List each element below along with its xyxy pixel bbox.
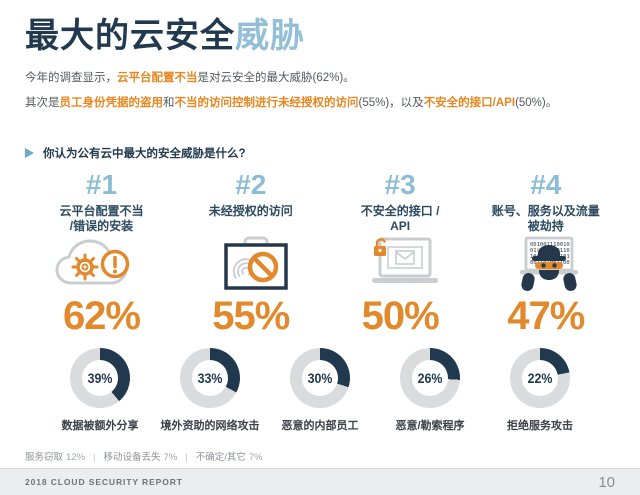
threat-percent: 50% xyxy=(361,294,440,339)
intro-paragraph-1: 今年的调查显示，云平台配置不当是对云安全的最大威胁(62%)。 xyxy=(25,70,615,87)
threat-percent: 62% xyxy=(62,294,141,339)
intro-text: 是对云安全的最大威胁(62%)。 xyxy=(197,71,355,84)
threat-percent: 47% xyxy=(507,294,585,339)
account-hijacking-icon: 001001110010 010110100110 100101100101 0… xyxy=(477,236,615,292)
threat-label-line: /错误的安装 xyxy=(69,219,134,234)
intro-emphasis: 员工身份凭据的盗用 xyxy=(59,97,164,110)
page-title-main: 最大的云安全 xyxy=(25,17,235,55)
footnote-value: 7% xyxy=(248,452,263,464)
donut-hole xyxy=(412,360,448,397)
threat-label-line: 被劫持 xyxy=(527,219,564,234)
threat-rank: #4 xyxy=(530,169,562,201)
footnote-label: 不确定/其它 xyxy=(195,452,246,464)
intro-text: 今年的调查显示， xyxy=(25,71,117,84)
donut-percent: 30% xyxy=(307,370,333,386)
donut-chart-5: 22% 拒绝服务攻击 xyxy=(485,348,595,433)
footnote-value: 12% xyxy=(66,452,86,464)
donut-ring: 30% xyxy=(290,348,350,409)
donut-percent: 33% xyxy=(197,370,223,386)
donut-ring: 22% xyxy=(510,348,570,409)
threat-column-1: #1 云平台配置不当/错误的安装 xyxy=(25,169,178,339)
threat-label: 未经授权的访问 xyxy=(178,204,324,234)
survey-question-text: 你认为公有云中最大的安全威胁是什么? xyxy=(43,148,246,161)
threat-rank: #1 xyxy=(85,169,118,201)
donut-percent: 26% xyxy=(417,370,443,386)
threat-label-line: 未经授权的访问 xyxy=(208,204,293,219)
page-content: 最大的云安全威胁 今年的调查显示，云平台配置不当是对云安全的最大威胁(62%)。… xyxy=(0,16,640,463)
threat-column-2: #2 未经授权的访问 55% xyxy=(178,169,324,339)
donut-ring: 33% xyxy=(180,348,240,409)
play-triangle-icon xyxy=(25,148,34,159)
intro-emphasis: 云平台配置不当 xyxy=(117,71,198,84)
survey-question: 你认为公有云中最大的安全威胁是什么? xyxy=(25,145,615,161)
threat-rank: #2 xyxy=(235,169,267,201)
footnote-separator: | xyxy=(93,452,96,464)
donut-percent: 39% xyxy=(87,370,113,386)
intro-paragraph-2: 其次是员工身份凭据的盗用和不当的访问控制进行未经授权的访问(55%)，以及不安全… xyxy=(25,95,615,112)
threat-label: 账号、服务以及流量 被劫持 xyxy=(477,204,615,234)
secondary-threats-row: 39% 数据被额外分享 33% 境外资助的网络攻击 30% 恶意的内部员工 xyxy=(25,348,615,433)
page-title-accent: 威胁 xyxy=(235,17,305,55)
threat-rank: #3 xyxy=(384,169,416,201)
donut-chart-1: 39% 数据被额外分享 xyxy=(45,348,155,433)
donut-chart-2: 33% 境外资助的网络攻击 xyxy=(155,348,265,433)
top-threats-row: #1 云平台配置不当/错误的安装 xyxy=(25,169,615,339)
donut-hole xyxy=(82,360,118,397)
intro-emphasis: 不安全的接口/API xyxy=(423,97,516,110)
threat-label-line: 不安全的接口 / xyxy=(360,204,440,219)
donut-label: 恶意/勒索程序 xyxy=(395,420,465,433)
page-footer: 2018 CLOUD SECURITY REPORT 10 xyxy=(0,468,640,495)
footnote-label: 服务窃取 xyxy=(25,452,64,464)
donut-label: 恶意的内部员工 xyxy=(281,420,359,433)
footnote-label: 移动设备丢失 xyxy=(103,452,161,464)
threat-percent: 55% xyxy=(212,294,290,339)
intro-text: (55%)，以及 xyxy=(358,97,424,110)
insecure-api-icon xyxy=(324,236,477,292)
donut-chart-4: 26% 恶意/勒索程序 xyxy=(375,348,485,433)
donut-hole xyxy=(192,360,228,397)
intro-text: 其次是 xyxy=(25,97,60,110)
intro-text: 和 xyxy=(163,97,175,110)
donut-label: 境外资助的网络攻击 xyxy=(160,420,260,433)
unauthorized-access-icon xyxy=(178,236,324,292)
donut-percent: 22% xyxy=(527,370,553,386)
donut-label: 数据被额外分享 xyxy=(61,420,139,433)
cloud-misconfiguration-icon xyxy=(25,236,178,292)
intro-emphasis: 不当的访问控制进行未经授权的访问 xyxy=(174,97,359,110)
threat-column-3: #3 不安全的接口 / API 50% xyxy=(324,169,477,339)
donut-ring: 26% xyxy=(400,348,460,409)
threat-label-line: 云平台配置不当 xyxy=(59,204,144,219)
donut-label: 拒绝服务攻击 xyxy=(507,420,573,433)
footnote-value: 7% xyxy=(163,452,178,464)
threat-label-line: 账号、服务以及流量 xyxy=(491,204,600,219)
svg-text:001001110010: 001001110010 xyxy=(530,242,570,248)
threat-label: 云平台配置不当/错误的安装 xyxy=(25,204,178,234)
footnote: 服务窃取 12% | 移动设备丢失 7% | 不确定/其它 7% xyxy=(25,449,615,463)
page-number: 10 xyxy=(598,473,615,491)
donut-hole xyxy=(302,360,338,397)
donut-ring: 39% xyxy=(70,348,130,409)
donut-hole xyxy=(522,360,558,397)
donut-chart-3: 30% 恶意的内部员工 xyxy=(265,348,375,433)
footnote-separator: | xyxy=(185,452,188,464)
threat-label-line: API xyxy=(390,219,411,234)
threat-label: 不安全的接口 / API xyxy=(324,204,477,234)
report-title: 2018 CLOUD SECURITY REPORT xyxy=(25,477,183,487)
page-title: 最大的云安全威胁 xyxy=(25,16,615,57)
intro-text: (50%)。 xyxy=(515,97,558,110)
